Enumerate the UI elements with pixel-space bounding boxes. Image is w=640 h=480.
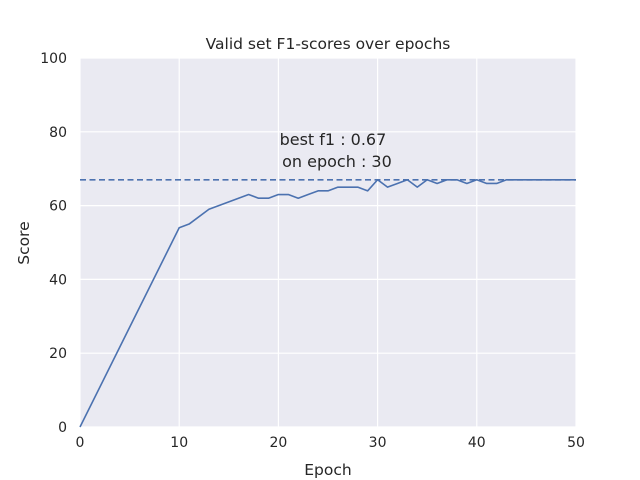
annotation-best-epoch: on epoch : 30 bbox=[282, 152, 392, 171]
plot-area bbox=[80, 58, 576, 427]
y-axis-ticks: 0 20 40 60 80 100 bbox=[40, 51, 67, 436]
valid-f1-series-line bbox=[79, 178, 576, 428]
y-tick-label: 0 bbox=[58, 420, 67, 436]
chart-title: Valid set F1-scores over epochs bbox=[206, 35, 451, 53]
y-tick-label: 60 bbox=[49, 199, 67, 215]
y-tick-label: 20 bbox=[49, 346, 67, 362]
annotation-best-f1: best f1 : 0.67 bbox=[280, 130, 387, 149]
y-tick-label: 100 bbox=[40, 51, 67, 67]
x-axis-label: Epoch bbox=[304, 461, 351, 479]
x-axis-ticks: 0 10 20 30 40 50 bbox=[76, 435, 585, 451]
y-tick-label: 80 bbox=[49, 125, 67, 141]
grid-lines bbox=[79, 57, 577, 428]
y-tick-label: 40 bbox=[49, 272, 67, 288]
x-tick-label: 10 bbox=[170, 435, 188, 451]
x-tick-label: 20 bbox=[269, 435, 287, 451]
y-axis-label: Score bbox=[15, 221, 33, 264]
x-tick-label: 40 bbox=[468, 435, 486, 451]
x-tick-label: 30 bbox=[369, 435, 387, 451]
x-tick-label: 0 bbox=[76, 435, 85, 451]
x-tick-label: 50 bbox=[567, 435, 585, 451]
